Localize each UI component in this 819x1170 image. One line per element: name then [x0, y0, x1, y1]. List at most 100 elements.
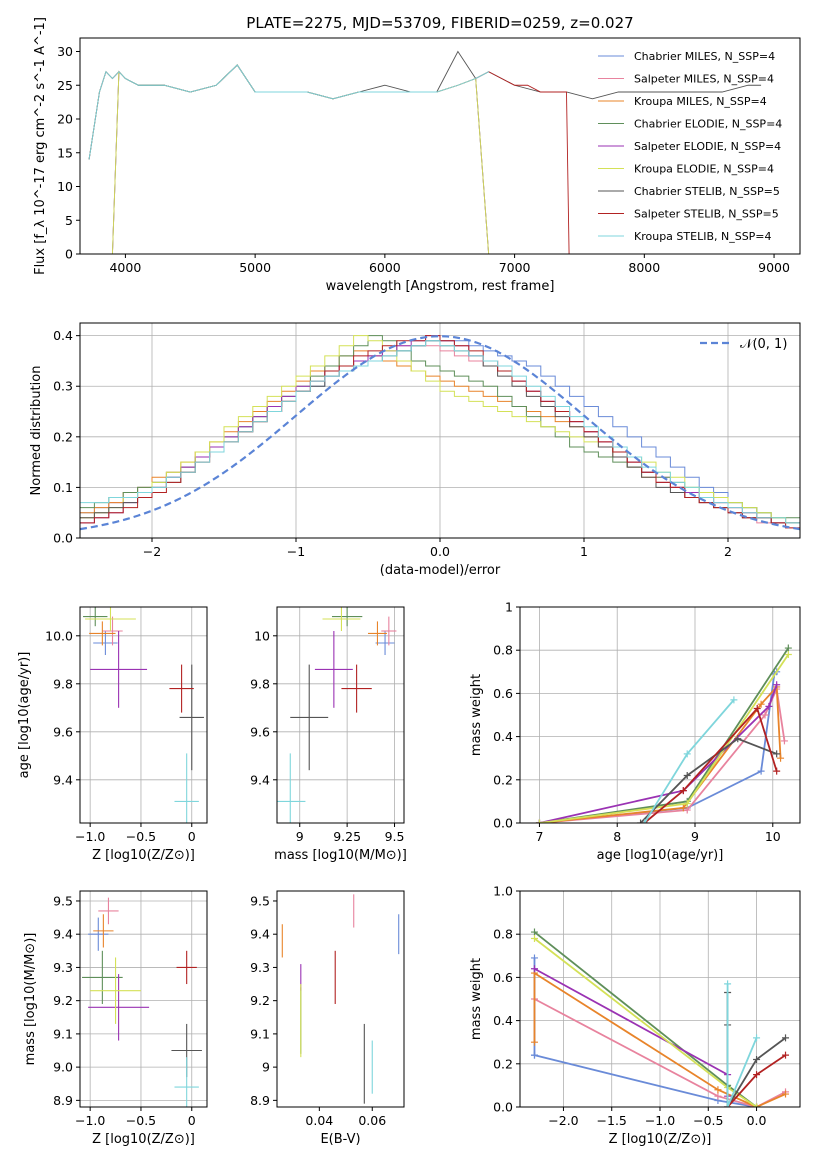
errorbar-point: [174, 753, 199, 823]
errorbar-point: [90, 631, 148, 708]
axes-frame: [519, 890, 801, 1108]
x-tick-label: −1.0: [75, 829, 105, 844]
age-vs-mass-plot-area: [277, 607, 397, 823]
weight-point-marker: [782, 1051, 790, 1059]
y-axis-label: age [log10(age/yr)]: [17, 652, 32, 779]
mass-vs-Z-plot-area: [82, 897, 202, 1107]
x-axis-label: age [log10(age/yr)]: [597, 848, 724, 863]
errorbar-point: [88, 917, 109, 951]
x-tick-label: −2: [143, 544, 161, 559]
y-tick-label: 0.4: [493, 1013, 513, 1028]
x-axis-label: wavelength [Angstrom, rest frame]: [326, 279, 555, 294]
errorbar-point: [290, 664, 329, 771]
errorbar-point: [85, 607, 136, 631]
y-tick-label: 10: [57, 179, 73, 194]
errorbar-point: [176, 950, 197, 985]
x-axis-label: Z [log10(Z/Z⊙)]: [92, 848, 195, 863]
legend-entry: Salpeter STELIB, N_SSP=5: [634, 208, 779, 221]
weight-series-line: [534, 998, 786, 1107]
y-tick-label: 9: [262, 1060, 270, 1075]
y-tick-label: 9.6: [53, 724, 73, 739]
weight-point-marker: [683, 800, 691, 808]
x-tick-label: −0.5: [126, 829, 156, 844]
x-tick-label: 9000: [758, 260, 790, 275]
y-tick-label: 0.1: [53, 480, 73, 495]
weight-point-marker: [535, 819, 543, 823]
x-tick-label: −1.0: [645, 1113, 675, 1128]
weight-point-marker: [530, 954, 538, 962]
weight-point-marker: [679, 787, 687, 795]
errorbar-point: [89, 621, 116, 646]
y-tick-label: 10: [254, 628, 270, 643]
y-tick-label: 8.9: [53, 1093, 73, 1108]
y-tick-label: 20: [57, 112, 73, 127]
weight-point-marker: [683, 771, 691, 779]
errorbar-point: [174, 1057, 199, 1107]
weight-series-line: [726, 983, 758, 1107]
weight-point-marker: [773, 681, 781, 689]
residuals-panel: −2 −1 0.0 1 2 0.0 0.1 0.2 0.3 0.4 (data-model)/err…: [29, 322, 801, 578]
weight-point-marker: [753, 1071, 761, 1079]
y-tick-label: 1.0: [493, 884, 513, 899]
mass-vs-ebv-plot-area: [281, 894, 400, 1104]
y-tick-label: 0.0: [53, 531, 73, 546]
y-tick-label: 9.5: [53, 893, 73, 908]
x-tick-label: −1: [287, 544, 305, 559]
x-tick-label: 0.06: [358, 1113, 386, 1128]
legend-entry: Chabrier MILES, N_SSP=4: [634, 50, 775, 63]
weight-vs-age-plot-area: [535, 644, 792, 823]
errorbar-point: [381, 616, 397, 646]
errorbar-point: [90, 957, 141, 1024]
weight-point-marker: [530, 935, 538, 943]
y-tick-label: 0: [65, 247, 73, 262]
errorbar-point: [98, 897, 119, 925]
y-axis-label: mass weight: [469, 674, 484, 756]
errorbar-point: [367, 621, 387, 646]
legend-entry: Kroupa MILES, N_SSP=4: [634, 95, 767, 108]
weight-series-line: [643, 706, 778, 823]
weight-point-marker: [530, 1038, 538, 1046]
y-tick-label: 9.2: [250, 993, 270, 1008]
y-tick-label: 9.3: [53, 960, 73, 975]
weight-point-marker: [757, 700, 765, 708]
x-tick-label: 5000: [239, 260, 271, 275]
mass-vs-Z-panel: −1.0 −0.5 0 8.9 9.0 9.1 9.2 9.3 9.4 9.5 Z [log10(Z…: [23, 890, 208, 1147]
y-tick-label: 25: [57, 78, 73, 93]
weight-vs-age-panel: 7 8 9 10 0.0 0.2 0.4 0.6 0.8 1 age [log10(age/yr)]…: [469, 600, 801, 863]
x-tick-label: 0: [188, 829, 196, 844]
age-vs-Z-plot-area: [83, 607, 204, 823]
errorbar-point: [322, 607, 361, 631]
y-tick-label: 5: [65, 213, 73, 228]
x-tick-label: 8000: [628, 260, 660, 275]
weight-vs-Z-plot-area: [530, 928, 790, 1107]
axes-frame: [79, 890, 208, 1108]
errorbar-point: [179, 664, 204, 771]
weight-point-marker: [683, 806, 691, 814]
weight-point-marker: [753, 705, 761, 713]
y-tick-label: 0.8: [493, 927, 513, 942]
y-tick-label: 0.2: [493, 772, 513, 787]
y-tick-label: 9.5: [250, 893, 270, 908]
errorbar-point: [102, 616, 123, 646]
weight-point-marker: [753, 1103, 761, 1107]
x-tick-label: −1.0: [75, 1113, 105, 1128]
x-tick-label: 9.5: [385, 829, 405, 844]
x-tick-label: −1.5: [597, 1113, 627, 1128]
weight-point-marker: [530, 928, 538, 936]
legend-entry: Salpeter MILES, N_SSP=4: [634, 73, 774, 86]
errorbar-point: [93, 914, 114, 948]
weight-point-marker: [773, 750, 781, 758]
y-tick-label: 9.2: [53, 993, 73, 1008]
legend-entry: Salpeter ELODIE, N_SSP=4: [634, 140, 781, 153]
x-tick-label: 10: [765, 829, 781, 844]
weight-point-marker: [530, 1051, 538, 1059]
x-tick-label: 0.04: [305, 1113, 333, 1128]
weight-point-marker: [765, 702, 773, 710]
weight-vs-Z-panel: −2.0 −1.5 −1.0 −0.5 0.0 0.0 0.2 0.4 0.6 0.8 1.0 Z […: [469, 884, 801, 1147]
x-tick-label: 4000: [109, 260, 141, 275]
y-axis-label: mass weight: [469, 958, 484, 1040]
residuals-plot-area: [80, 335, 800, 531]
y-tick-label: 9.4: [53, 772, 73, 787]
y-tick-label: 9.4: [250, 927, 270, 942]
spectrum-series-line: [488, 71, 570, 254]
